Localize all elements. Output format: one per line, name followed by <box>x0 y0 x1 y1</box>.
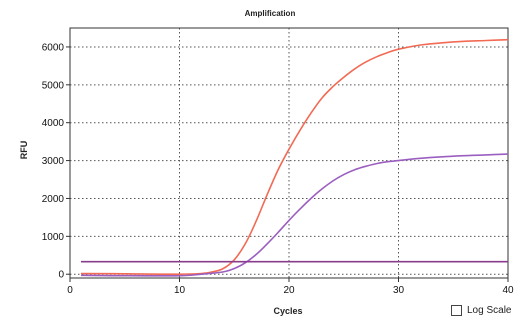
log-scale-checkbox[interactable] <box>451 305 462 316</box>
y-tick-label-1: 1000 <box>42 232 65 243</box>
series-line-1 <box>80 153 509 277</box>
y-tick-label-6: 6000 <box>42 42 65 53</box>
series-group <box>80 38 509 277</box>
x-axis-title: Cycles <box>273 306 302 316</box>
x-tick-label-1: 10 <box>174 285 186 296</box>
y-tick-label-3: 3000 <box>42 156 65 167</box>
y-axis-title: RFU <box>19 141 29 160</box>
grid <box>70 28 508 278</box>
x-tick-label-3: 30 <box>393 285 405 296</box>
y-tick-label-5: 5000 <box>42 80 65 91</box>
series-line-0 <box>80 38 509 276</box>
chart-title: Amplification <box>245 9 296 18</box>
log-scale-label: Log Scale <box>467 305 512 316</box>
y-tick-label-4: 4000 <box>42 118 65 129</box>
y-tick-label-0: 0 <box>58 270 64 281</box>
log-scale-toggle[interactable]: Log Scale <box>451 305 511 316</box>
axis-ticks: 0 1000 2000 3000 4000 5000 6000 0 10 20 30 40 <box>42 42 514 296</box>
x-tick-label-2: 20 <box>283 285 295 296</box>
x-tick-label-0: 0 <box>67 285 73 296</box>
x-tick-label-4: 40 <box>502 285 514 296</box>
y-tick-label-2: 2000 <box>42 194 65 205</box>
